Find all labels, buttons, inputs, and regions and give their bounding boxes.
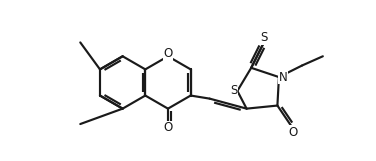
Text: O: O <box>288 126 297 139</box>
Text: S: S <box>230 84 237 97</box>
Text: O: O <box>163 121 173 134</box>
Text: S: S <box>261 31 268 44</box>
Text: N: N <box>278 71 287 84</box>
Text: O: O <box>163 47 173 60</box>
